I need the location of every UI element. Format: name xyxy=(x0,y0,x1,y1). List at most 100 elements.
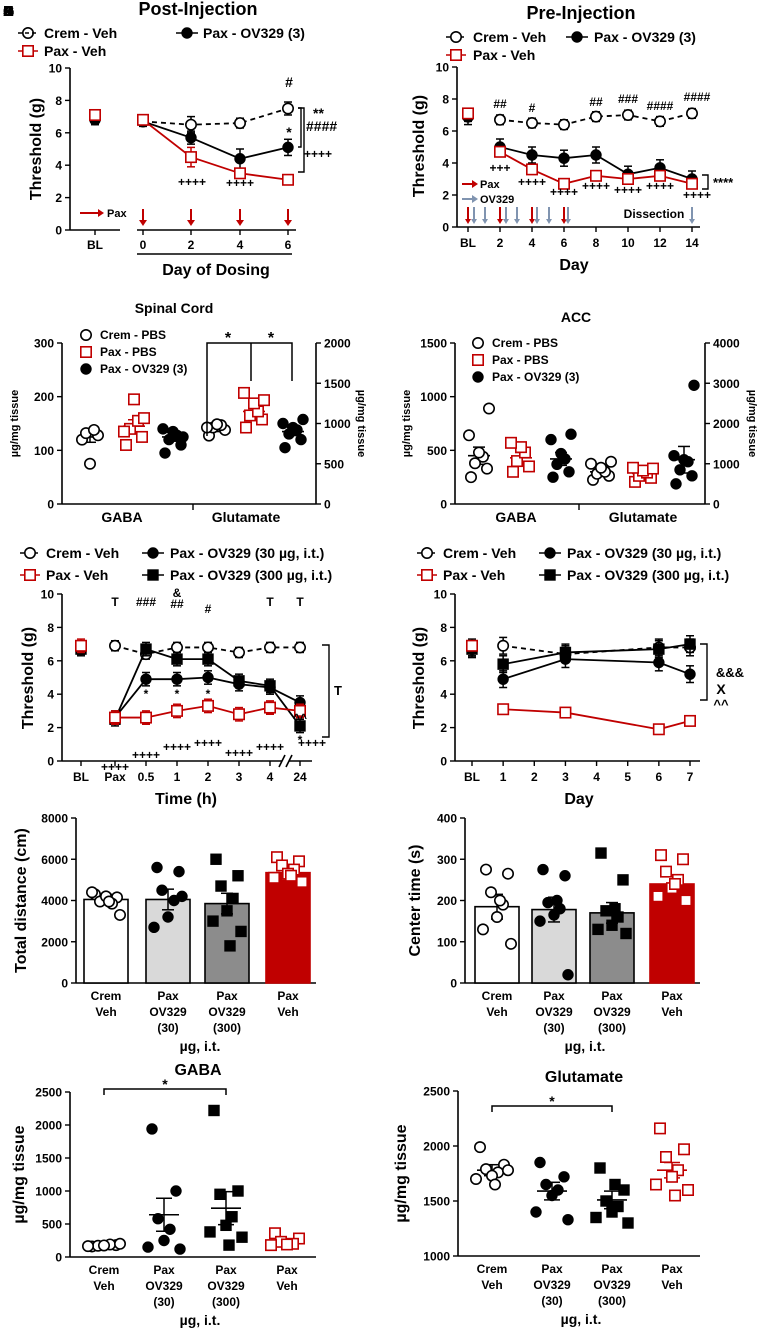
sig-bracket xyxy=(298,107,302,148)
data-point xyxy=(636,464,649,477)
data-point xyxy=(215,880,227,892)
data-point xyxy=(185,118,198,131)
data-point xyxy=(609,903,621,915)
data-point xyxy=(557,177,570,190)
data-point xyxy=(171,641,184,654)
x-axis-label: Day xyxy=(559,257,588,274)
y-axis-label: µg/mg tissue xyxy=(401,390,413,457)
legend-label: Crem - PBS xyxy=(100,328,166,342)
x-tick-label: 4 xyxy=(237,238,244,252)
category-label: OV329 xyxy=(207,1279,245,1293)
data-point xyxy=(202,671,214,684)
data-point xyxy=(158,1234,170,1247)
legend-label: Pax - PBS xyxy=(492,353,549,367)
data-point xyxy=(157,423,169,435)
data-point xyxy=(668,450,680,462)
annotation: ## xyxy=(170,597,184,611)
series-line xyxy=(503,708,691,731)
data-point xyxy=(89,108,102,121)
data-point xyxy=(109,639,122,652)
y-tick-label: 0 xyxy=(61,977,68,991)
panel-letter-C: C xyxy=(3,3,14,20)
panel-F: Crem - Veh Pax - OV329 (30 µg, i.t.) Pax -… xyxy=(411,545,744,808)
data-point xyxy=(565,428,577,440)
data-point xyxy=(140,673,152,685)
y-tick-label: 8 xyxy=(440,621,447,635)
data-point xyxy=(151,861,163,874)
chart-title: Pre-Injection xyxy=(526,3,635,23)
data-point xyxy=(284,869,297,882)
data-point xyxy=(214,1188,226,1200)
data-point xyxy=(234,117,247,130)
annotation: * xyxy=(286,124,292,140)
data-point xyxy=(232,1185,244,1197)
x-tick-label: 6 xyxy=(656,770,663,784)
legend-marker xyxy=(147,547,159,559)
data-point xyxy=(609,1178,621,1191)
data-point xyxy=(681,1184,694,1197)
pax-arrow-head xyxy=(98,209,104,217)
legend-label: Pax - Veh xyxy=(473,47,535,63)
annotation: #### xyxy=(684,90,711,104)
y-tick-label: 10 xyxy=(436,61,450,75)
data-point xyxy=(525,117,538,130)
data-point xyxy=(551,894,563,907)
data-point xyxy=(233,646,246,659)
annotation: # xyxy=(285,74,293,90)
annotation: ++++ xyxy=(298,736,326,750)
y-tick-label: 1000 xyxy=(423,1250,450,1264)
data-point xyxy=(562,1214,574,1226)
legend-marker xyxy=(449,48,462,61)
category-label: (30) xyxy=(157,1021,178,1035)
legend-marker xyxy=(420,568,433,581)
data-point xyxy=(670,478,682,490)
y-tick-label: 1500 xyxy=(423,1195,450,1209)
category-label: Crem xyxy=(89,1263,120,1277)
data-point xyxy=(152,1213,164,1225)
data-point xyxy=(174,1243,186,1255)
data-point xyxy=(504,436,517,449)
chart-title: Glutamate xyxy=(545,1069,623,1086)
annotation: ++++ xyxy=(550,185,578,199)
y-tick-label: 1000 xyxy=(713,457,740,471)
data-point xyxy=(148,921,160,934)
data-point xyxy=(653,656,665,669)
data-point xyxy=(146,1123,158,1135)
data-point xyxy=(236,1231,248,1243)
data-point xyxy=(620,927,632,940)
panel-letter-D: D xyxy=(3,3,14,20)
dose-arrow-head xyxy=(187,220,195,226)
chart-title: GABA xyxy=(174,1062,222,1079)
data-point xyxy=(234,167,247,180)
x-tick-label: 2 xyxy=(497,236,504,250)
y-tick-label: 2 xyxy=(55,191,62,205)
data-point xyxy=(162,911,174,923)
data-point xyxy=(293,641,306,654)
data-point xyxy=(211,418,224,431)
category-label: Veh xyxy=(276,1279,297,1293)
category-label: (30) xyxy=(543,1021,564,1035)
data-point xyxy=(223,1239,235,1251)
data-point xyxy=(164,1223,176,1235)
y-tick-label: 8 xyxy=(55,94,62,108)
y-tick-label: 6000 xyxy=(41,853,68,867)
legend-marker xyxy=(80,328,93,341)
data-point xyxy=(522,460,535,473)
data-point xyxy=(220,1219,232,1232)
data-point xyxy=(109,711,122,724)
annotation: ++++ xyxy=(132,748,160,762)
y-tick-label: 4 xyxy=(440,688,447,702)
data-point xyxy=(120,438,133,451)
annotation: ++++ xyxy=(582,179,610,193)
pax-arrow-head xyxy=(472,180,478,188)
data-point xyxy=(652,723,665,736)
sig-bracket xyxy=(700,643,708,701)
data-point xyxy=(683,714,696,727)
data-point xyxy=(653,115,666,128)
data-point xyxy=(653,643,665,655)
y-tick-label: 2500 xyxy=(35,1086,62,1100)
data-point xyxy=(233,708,246,721)
legend-label: Pax - OV329 (3) xyxy=(203,25,305,41)
y-tick-label: 1000 xyxy=(420,390,447,404)
data-point xyxy=(294,720,306,732)
